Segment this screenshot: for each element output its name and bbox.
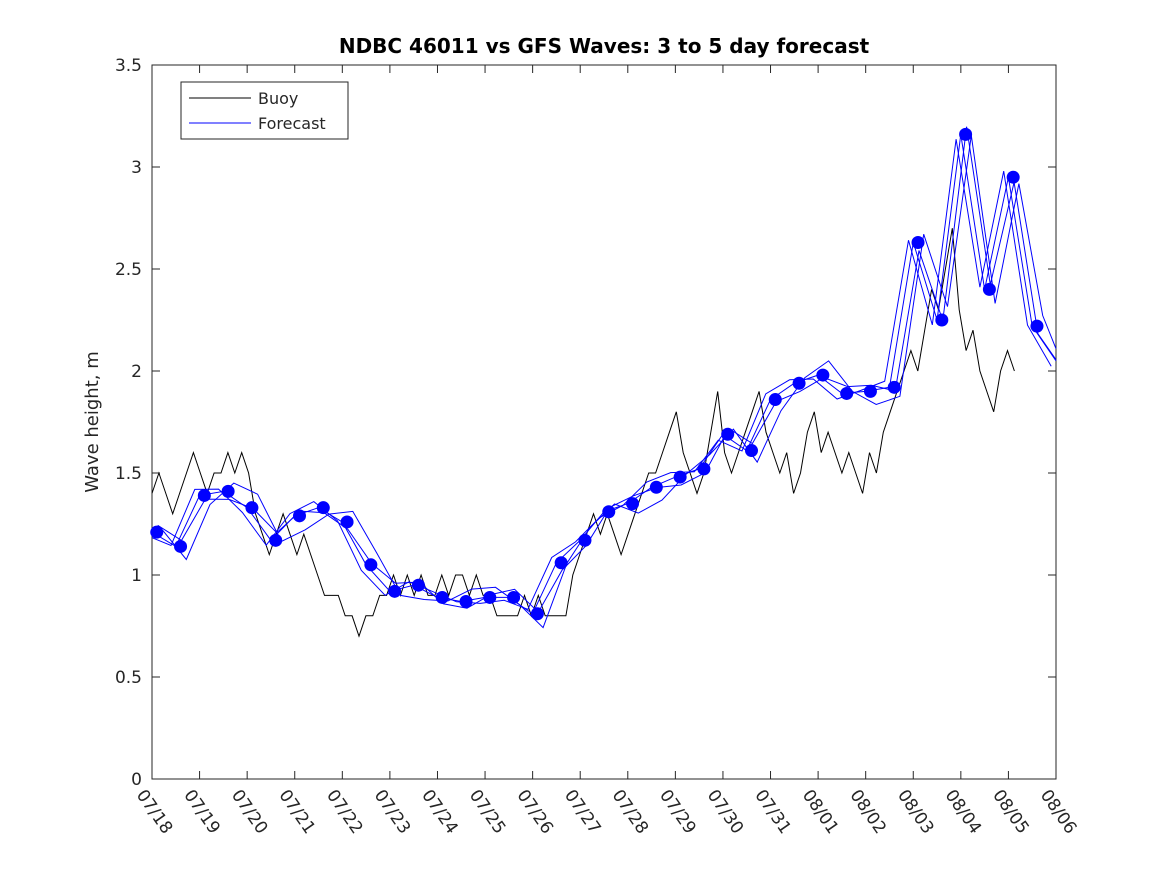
forecast-marker — [150, 525, 164, 539]
forecast-marker — [721, 427, 735, 441]
forecast-marker — [840, 386, 854, 400]
forecast-marker — [340, 515, 354, 529]
forecast-marker — [982, 282, 996, 296]
y-tick-label: 0.5 — [115, 668, 142, 688]
axes-box — [151, 64, 1057, 780]
forecast-marker — [1006, 170, 1020, 184]
forecast-marker — [959, 127, 973, 141]
forecast-marker — [530, 607, 544, 621]
forecast-marker — [388, 584, 402, 598]
forecast-marker — [483, 590, 497, 604]
forecast-marker — [245, 501, 259, 515]
legend-label-buoy: Buoy — [258, 89, 298, 108]
forecast-marker — [316, 501, 330, 515]
forecast-marker — [459, 595, 473, 609]
y-axis-ticks: 0 0.5 1 1.5 2 2.5 3 3.5 — [115, 56, 1056, 790]
y-tick-label: 1 — [131, 566, 142, 586]
forecast-marker — [816, 368, 830, 382]
forecast-marker — [649, 480, 663, 494]
forecast-marker — [578, 533, 592, 547]
forecast-marker — [554, 556, 568, 570]
plot-area — [150, 64, 1057, 780]
y-tick-label: 3 — [131, 158, 142, 178]
forecast-marker — [292, 509, 306, 523]
y-axis-label: Wave height, m — [82, 351, 103, 492]
forecast-marker — [744, 444, 758, 458]
series-line-forecast — [162, 135, 1057, 629]
y-tick-label: 3.5 — [115, 56, 142, 76]
forecast-marker — [411, 578, 425, 592]
marker-layer — [150, 127, 1044, 621]
forecast-marker — [768, 393, 782, 407]
forecast-marker — [935, 313, 949, 327]
forecast-marker — [435, 590, 449, 604]
forecast-marker — [174, 539, 188, 553]
y-tick-label: 0 — [131, 770, 142, 790]
forecast-marker — [269, 533, 283, 547]
forecast-marker — [507, 590, 521, 604]
y-tick-label: 1.5 — [115, 464, 142, 484]
forecast-marker — [364, 558, 378, 572]
y-tick-label: 2 — [131, 362, 142, 382]
forecast-marker — [602, 505, 616, 519]
chart-title: NDBC 46011 vs GFS Waves: 3 to 5 day fore… — [339, 34, 870, 58]
forecast-marker — [673, 470, 687, 484]
y-tick-label: 2.5 — [115, 260, 142, 280]
forecast-marker — [221, 484, 235, 498]
legend-box — [180, 81, 349, 140]
legend: Buoy Forecast — [180, 81, 349, 140]
forecast-marker — [626, 497, 640, 511]
forecast-marker — [792, 376, 806, 390]
forecast-marker — [1030, 319, 1044, 333]
legend-label-forecast: Forecast — [258, 114, 326, 133]
forecast-marker — [197, 488, 211, 502]
forecast-marker — [911, 235, 925, 249]
forecast-marker — [887, 380, 901, 394]
forecast-marker — [863, 384, 877, 398]
forecast-marker — [697, 462, 711, 476]
